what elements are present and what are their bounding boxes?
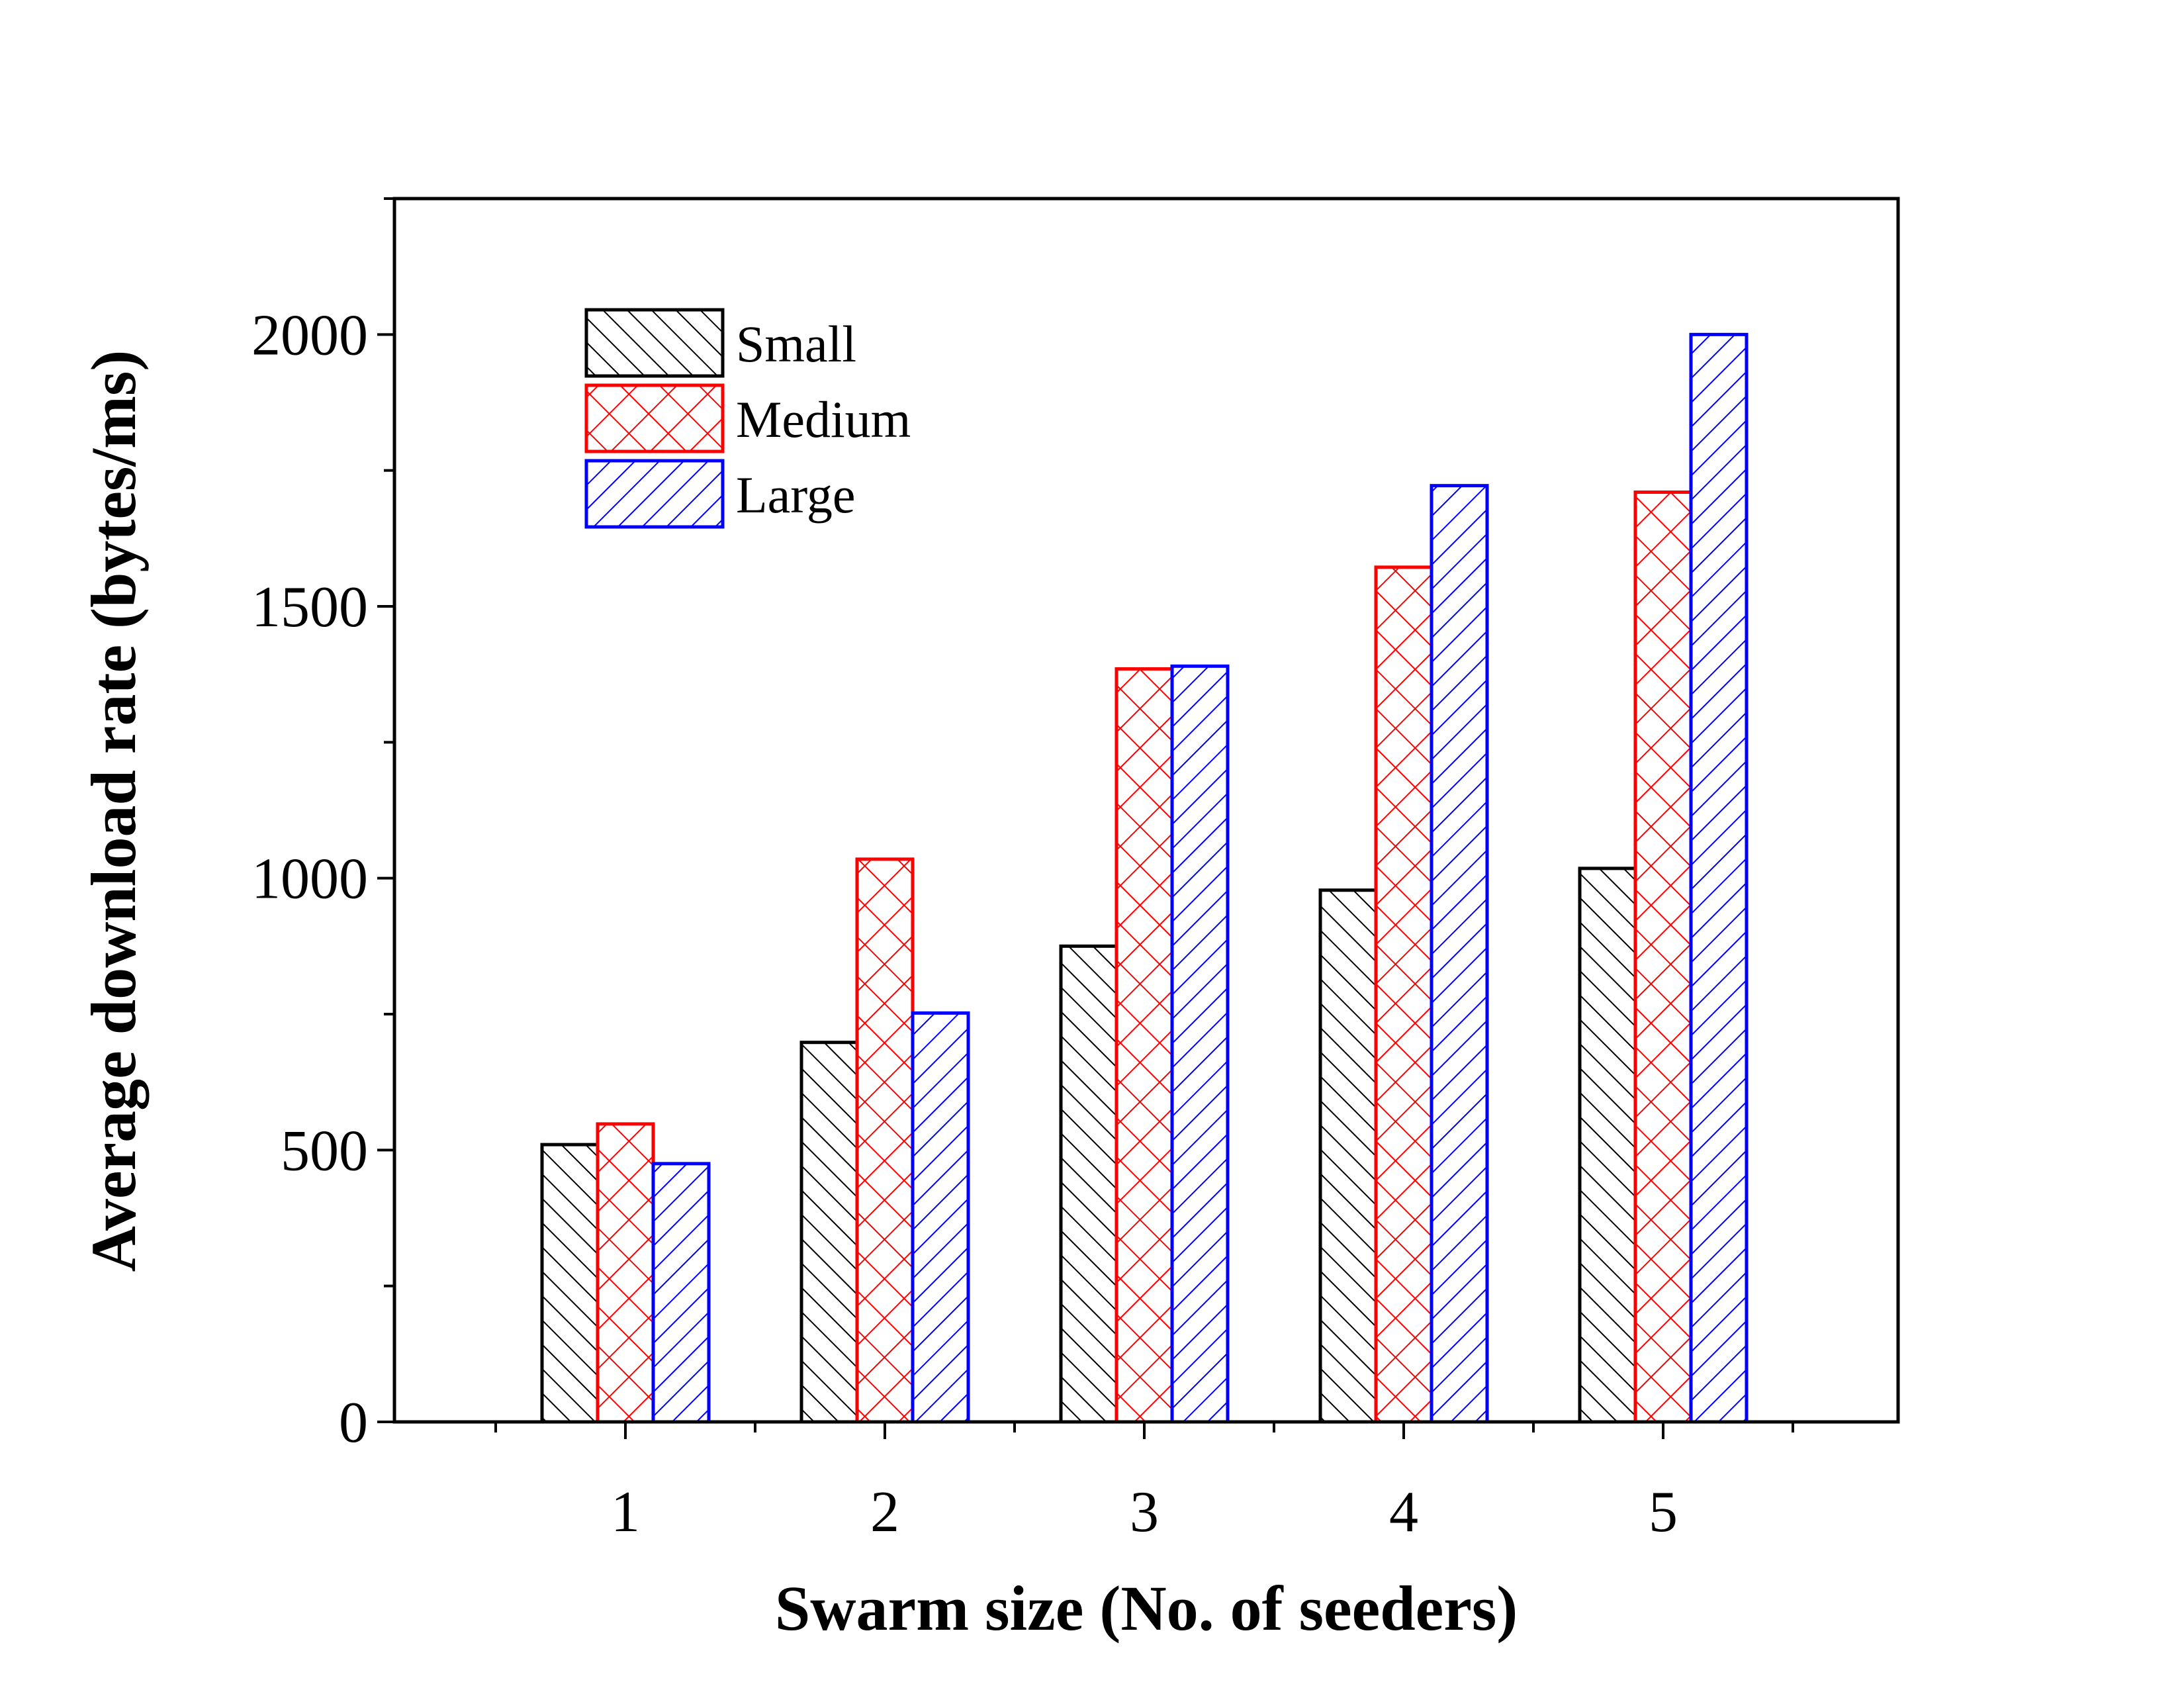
bar-medium-2: [855, 857, 915, 1424]
x-axis: 1 2 3 4 5: [494, 1422, 1794, 1544]
x-axis-title: Swarm size (No. of seeders): [775, 1573, 1518, 1644]
x-tick-label: 2: [870, 1480, 899, 1544]
plot-frame: [392, 197, 1900, 1424]
y-tick-label: 2000: [251, 303, 368, 367]
bar-large-2: [911, 1011, 970, 1424]
bar-large-5: [1689, 332, 1749, 1424]
legend-label-large: Large: [736, 466, 855, 524]
bar-small-2: [799, 1041, 859, 1424]
bar-medium-4: [1374, 565, 1433, 1424]
legend-swatch-large: [584, 459, 725, 529]
bar-large-1: [651, 1162, 711, 1424]
x-tick-label: 1: [611, 1480, 640, 1544]
bar-small-4: [1318, 888, 1378, 1424]
legend: Small Medium Large: [584, 308, 911, 529]
x-tick-label: 3: [1130, 1480, 1159, 1544]
bar-large-4: [1430, 484, 1489, 1424]
y-axis-title: Average download rate (bytes/ms): [78, 350, 149, 1272]
bar-medium-3: [1115, 667, 1174, 1424]
y-tick-label: 0: [339, 1391, 368, 1455]
x-tick-label: 4: [1389, 1480, 1418, 1544]
legend-label-medium: Medium: [736, 391, 911, 448]
bar-small-5: [1578, 867, 1637, 1424]
bars-group: [540, 332, 1749, 1424]
y-tick-label: 1000: [251, 847, 368, 912]
bar-small-3: [1059, 944, 1118, 1424]
y-tick-label: 500: [281, 1119, 368, 1183]
x-tick-label: 5: [1649, 1480, 1678, 1544]
legend-swatch-medium: [584, 383, 725, 453]
y-tick-label: 1500: [251, 575, 368, 639]
bar-medium-5: [1633, 491, 1693, 1424]
y-axis: 0 500 1000 1500 2000: [251, 197, 394, 1455]
bar-large-3: [1170, 664, 1230, 1424]
legend-label-small: Small: [736, 315, 856, 373]
legend-swatch-small: [584, 308, 725, 378]
bar-medium-1: [596, 1122, 655, 1424]
bar-small-1: [540, 1143, 600, 1424]
